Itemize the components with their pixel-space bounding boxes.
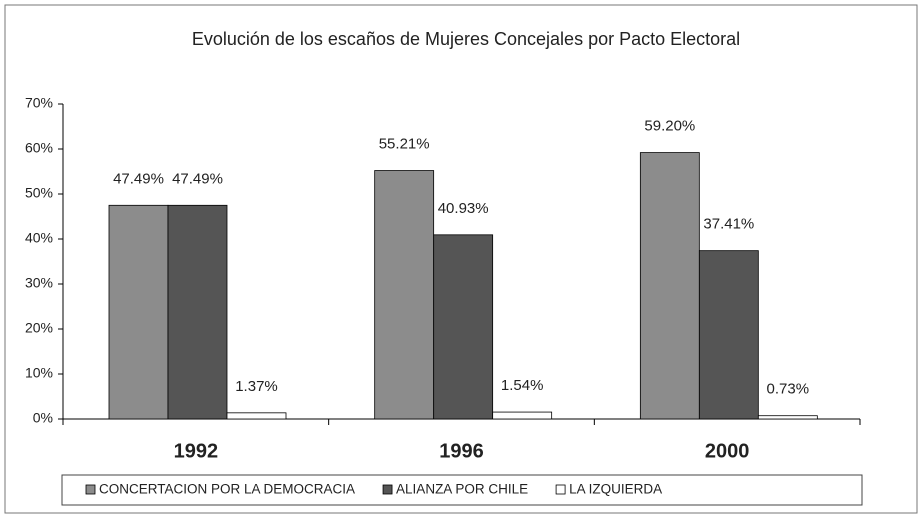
value-label: 55.21% (379, 136, 430, 153)
value-label: 1.54% (501, 377, 544, 394)
value-label: 37.41% (703, 216, 754, 233)
value-label: 47.49% (172, 170, 223, 187)
y-tick-label: 20% (25, 320, 53, 336)
bar (108, 204, 169, 420)
bar (698, 250, 759, 420)
bar (226, 412, 287, 420)
y-tick-label: 70% (25, 95, 53, 111)
x-tick-label: 1996 (439, 440, 484, 462)
x-tick-label: 1992 (174, 440, 219, 462)
bar (167, 204, 228, 420)
legend-label: ALIANZA POR CHILE (396, 482, 528, 497)
y-tick-label: 0% (33, 410, 53, 426)
bar (757, 415, 818, 420)
bar (433, 234, 494, 420)
legend-swatch (382, 484, 393, 495)
legend-label: LA IZQUIERDA (569, 482, 662, 497)
legend-box (61, 474, 863, 506)
y-tick-label: 60% (25, 140, 53, 156)
legend-swatch (85, 484, 96, 495)
chart-title: Evolución de los escaños de Mujeres Conc… (192, 29, 740, 49)
y-tick-label: 30% (25, 275, 53, 291)
y-tick-label: 10% (25, 365, 53, 381)
bar (492, 411, 553, 420)
bar (639, 152, 700, 420)
value-label: 59.20% (644, 118, 695, 135)
legend-label: CONCERTACION POR LA DEMOCRACIA (99, 482, 355, 497)
x-tick-label: 2000 (705, 440, 750, 462)
value-label: 0.73% (767, 381, 810, 398)
value-label: 40.93% (438, 200, 489, 217)
bar (374, 170, 435, 420)
y-tick-label: 40% (25, 230, 53, 246)
y-tick-label: 50% (25, 185, 53, 201)
value-label: 1.37% (235, 378, 278, 395)
legend-swatch (555, 484, 566, 495)
value-label: 47.49% (113, 170, 164, 187)
